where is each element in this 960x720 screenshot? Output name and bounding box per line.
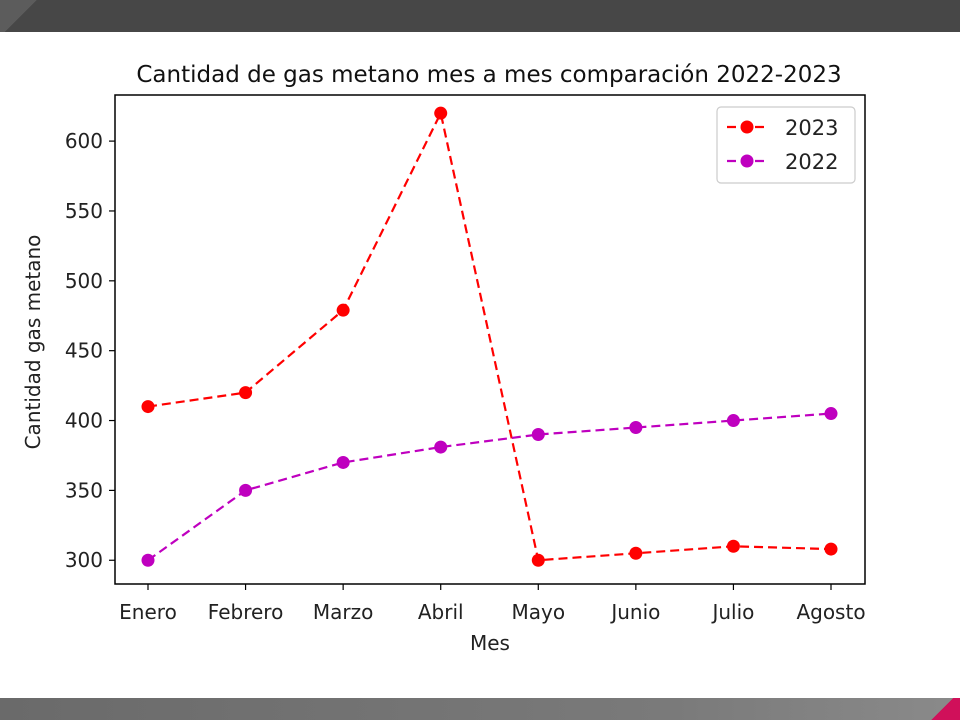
- legend: 2023 2022: [716, 106, 856, 184]
- data-point-2023: [434, 106, 448, 120]
- x-tick-label: Febrero: [208, 600, 284, 624]
- data-point-2022: [141, 553, 155, 567]
- data-point-2023: [239, 386, 253, 400]
- data-point-2023: [531, 553, 545, 567]
- data-point-2022: [434, 440, 448, 454]
- legend-label: 2022: [785, 150, 838, 174]
- x-tick-label: Marzo: [313, 600, 373, 624]
- y-axis-label: Cantidad gas metano: [21, 235, 45, 450]
- data-point-2022: [239, 483, 253, 497]
- line-chart: Cantidad de gas metano mes a mes compara…: [21, 62, 866, 655]
- series-line-2023: [147, 109, 832, 562]
- data-point-2023: [141, 400, 155, 414]
- data-point-2023: [629, 546, 643, 560]
- legend-swatch-marker: [740, 120, 754, 134]
- x-tick-label: Enero: [119, 600, 177, 624]
- data-point-2023: [336, 303, 350, 317]
- data-point-2023: [824, 542, 838, 556]
- data-point-2023: [726, 539, 740, 553]
- data-point-2022: [629, 421, 643, 435]
- top-bar-sheen: [0, 0, 42, 32]
- data-point-2022: [726, 414, 740, 428]
- series-line-2022: [147, 412, 832, 562]
- data-point-2022: [824, 407, 838, 421]
- legend-label: 2023: [785, 116, 838, 140]
- y-tick-label: 300: [65, 548, 103, 572]
- data-point-2022: [336, 455, 350, 469]
- x-tick-label: Abril: [418, 600, 464, 624]
- y-tick-label: 400: [65, 409, 103, 433]
- data-point-2022: [531, 428, 545, 442]
- plot-frame: [114, 94, 866, 585]
- y-tick-label: 600: [65, 129, 103, 153]
- x-tick-label: Junio: [609, 600, 660, 624]
- x-tick-label: Julio: [710, 600, 754, 624]
- chart-title: Cantidad de gas metano mes a mes compara…: [136, 62, 841, 88]
- slide-top-bar: [0, 0, 960, 32]
- y-tick-label: 450: [65, 339, 103, 363]
- corner-accent: [930, 698, 960, 720]
- y-tick-label: 350: [65, 478, 103, 502]
- x-tick-label: Mayo: [511, 600, 565, 624]
- x-axis-label: Mes: [470, 631, 510, 655]
- y-tick-label: 500: [65, 269, 103, 293]
- slide-bottom-bar: [0, 698, 960, 720]
- y-tick-label: 550: [65, 199, 103, 223]
- x-tick-label: Agosto: [796, 600, 865, 624]
- plot-area: 300 350 400 450 500 550 600 Enero Febrero Marzo Ab…: [65, 94, 866, 624]
- legend-swatch-marker: [740, 154, 754, 168]
